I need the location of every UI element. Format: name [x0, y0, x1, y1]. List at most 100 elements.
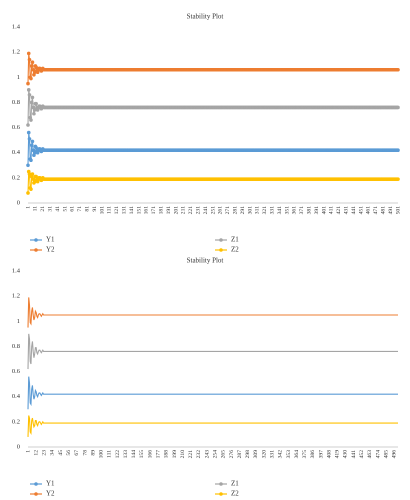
data-point: [30, 172, 35, 176]
legend-marker: [219, 238, 223, 242]
x-tick-label: 331: [269, 206, 275, 215]
y-tick-label: 1: [17, 318, 20, 325]
data-point: [34, 101, 38, 106]
x-tick-label: 491: [388, 206, 394, 215]
x-tick-label: 341: [277, 206, 283, 215]
data-point: [26, 88, 31, 92]
data-point: [27, 137, 32, 141]
x-tick-label: 111: [107, 206, 113, 214]
x-tick-label: 298: [245, 450, 251, 459]
legend-marker: [34, 492, 38, 496]
x-tick-label: 56: [66, 450, 72, 456]
x-tick-label: 361: [292, 206, 298, 215]
x-tick-label: 261: [218, 206, 224, 215]
y-tick-label: 0: [17, 199, 20, 206]
x-tick-label: 151: [136, 206, 142, 215]
x-tick-label: 331: [269, 450, 275, 459]
data-point: [26, 163, 30, 168]
x-tick-label: 276: [229, 450, 235, 459]
x-tick-label: 199: [172, 450, 178, 459]
data-point: [29, 118, 33, 122]
x-tick-label: 201: [173, 206, 179, 215]
data-point: [26, 51, 31, 56]
x-tick-label: 321: [262, 206, 268, 215]
legend-label: Y1: [46, 236, 55, 244]
data-point: [26, 81, 30, 86]
data-point: [30, 95, 35, 100]
legend-marker: [219, 492, 223, 496]
data-point: [27, 57, 32, 62]
x-tick-label: 401: [321, 206, 327, 215]
x-tick-label: 1: [25, 450, 31, 453]
y-tick-label: 0.4: [12, 149, 21, 156]
x-tick-label: 41: [55, 206, 61, 212]
legend-marker: [34, 482, 38, 486]
x-tick-label: 155: [139, 450, 145, 459]
y-tick-label: 0.6: [12, 124, 21, 131]
x-tick-label: 100: [99, 450, 105, 459]
y-tick-label: 0: [17, 443, 20, 450]
x-tick-label: 463: [367, 450, 373, 459]
y-tick-label: 1.2: [12, 49, 20, 56]
x-tick-label: 397: [318, 450, 324, 459]
x-tick-label: 351: [284, 206, 290, 215]
series-line: [27, 333, 398, 370]
data-point: [26, 123, 30, 127]
data-point: [27, 93, 32, 97]
x-tick-label: 485: [383, 450, 389, 459]
x-tick-label: 91: [92, 206, 98, 212]
x-tick-label: 481: [380, 206, 386, 215]
x-tick-label: 133: [123, 450, 129, 459]
x-tick-label: 281: [232, 206, 238, 215]
series-line: [27, 297, 398, 328]
x-tick-label: 11: [33, 206, 39, 212]
x-tick-label: 430: [343, 450, 349, 459]
x-tick-label: 111: [107, 450, 113, 458]
x-tick-label: 1: [25, 206, 31, 209]
data-point: [26, 191, 30, 195]
y-tick-label: 0.6: [12, 368, 21, 375]
data-point: [30, 139, 35, 144]
x-tick-label: 311: [255, 206, 261, 214]
x-tick-label: 254: [213, 450, 219, 459]
x-tick-label: 188: [164, 450, 170, 459]
x-tick-label: 45: [58, 450, 64, 456]
x-tick-label: 12: [33, 450, 39, 456]
y-tick-label: 1.2: [12, 293, 20, 300]
data-point: [396, 67, 400, 72]
x-tick-label: 441: [351, 206, 357, 215]
x-tick-label: 461: [366, 206, 372, 215]
x-tick-label: 211: [181, 206, 187, 214]
data-point: [34, 174, 38, 179]
legend-label: Z2: [231, 490, 239, 498]
x-tick-label: 301: [247, 206, 253, 215]
x-tick-label: 271: [225, 206, 231, 215]
x-tick-label: 61: [70, 206, 76, 212]
legend-marker: [219, 248, 223, 252]
x-tick-label: 121: [114, 206, 120, 215]
legend-marker: [34, 238, 38, 242]
legend-marker: [219, 482, 223, 486]
x-tick-label: 496: [392, 450, 398, 459]
y-tick-label: 0.8: [12, 99, 20, 106]
legend-label: Y1: [46, 480, 55, 488]
legend-label: Y2: [46, 490, 55, 498]
x-tick-label: 166: [147, 450, 153, 459]
data-point: [396, 148, 400, 152]
data-point: [26, 130, 31, 135]
y-tick-label: 0.4: [12, 393, 21, 400]
legend-label: Z1: [231, 236, 239, 244]
chart-title: Stability Plot: [187, 257, 224, 265]
data-point: [34, 65, 38, 70]
x-tick-label: 31: [47, 206, 53, 212]
x-tick-label: 471: [373, 206, 379, 215]
x-tick-label: 441: [351, 450, 357, 459]
y-tick-label: 0.2: [12, 418, 20, 425]
chart-title: Stability Plot: [187, 13, 224, 21]
x-tick-label: 89: [90, 450, 96, 456]
data-point: [29, 76, 33, 81]
x-tick-label: 474: [375, 450, 381, 459]
x-tick-label: 241: [203, 206, 209, 215]
x-tick-label: 291: [240, 206, 246, 215]
x-tick-label: 181: [158, 206, 164, 215]
